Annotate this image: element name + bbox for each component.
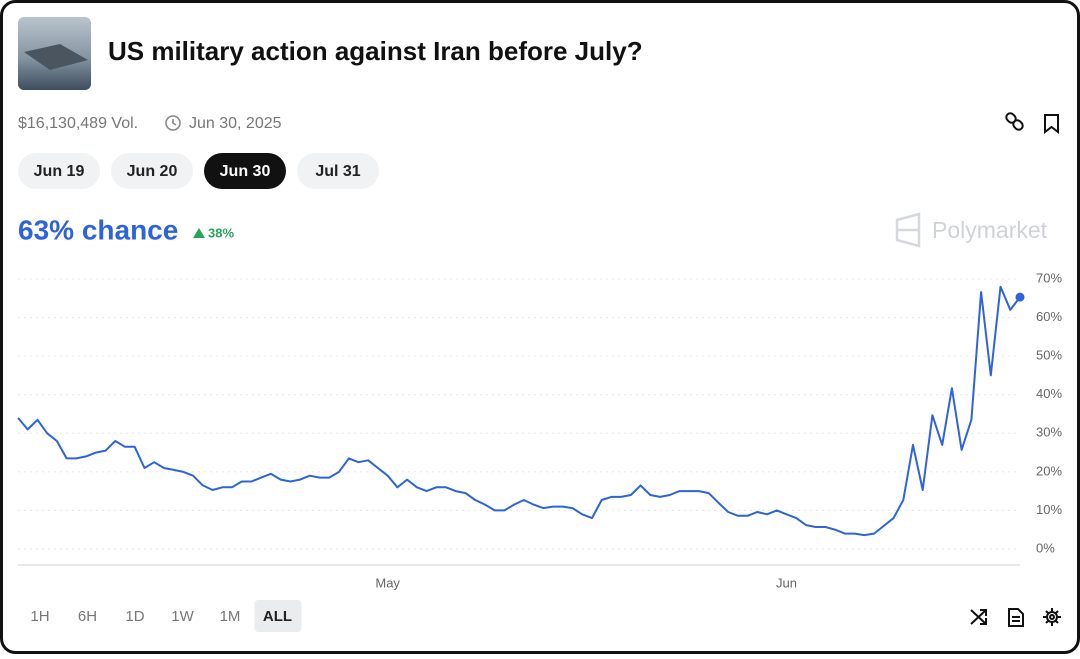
y-tick-label: 40% — [1036, 386, 1062, 401]
volume: $16,130,489 Vol. — [18, 115, 138, 132]
clock-icon — [165, 115, 181, 131]
date-tab[interactable] — [18, 153, 100, 189]
up-arrow — [193, 228, 205, 238]
date-tab-label[interactable]: Jun 19 — [34, 163, 85, 180]
x-tick-label: Jun — [776, 575, 797, 590]
y-tick-label: 50% — [1036, 348, 1062, 363]
date-tab-label[interactable]: Jun 30 — [220, 163, 271, 180]
date-tab-label[interactable]: Jun 20 — [127, 163, 178, 180]
change: 38% — [208, 225, 234, 240]
y-tick-label: 10% — [1036, 502, 1062, 517]
y-tick-label: 0% — [1036, 540, 1055, 555]
range-button[interactable]: 1W — [171, 608, 194, 625]
chance: 63% chance — [18, 214, 178, 245]
end-date: Jun 30, 2025 — [189, 115, 282, 132]
settings-icon[interactable] — [1043, 608, 1061, 626]
range-button[interactable]: 1M — [220, 608, 241, 625]
x-tick-label: May — [375, 575, 400, 590]
y-tick-label: 60% — [1036, 309, 1062, 324]
range-button[interactable]: ALL — [263, 608, 292, 625]
y-tick-label: 20% — [1036, 463, 1062, 478]
brand-logo — [895, 212, 921, 248]
range-button-bg[interactable] — [254, 600, 302, 632]
date-tab[interactable] — [111, 153, 193, 189]
y-tick-label: 70% — [1036, 270, 1062, 285]
date-tab-label[interactable]: Jul 31 — [315, 163, 360, 180]
date-tab[interactable] — [204, 153, 286, 189]
link-icon[interactable] — [1005, 112, 1025, 132]
market-title: US military action against Iran before J… — [108, 36, 643, 66]
range-button[interactable]: 1D — [125, 608, 144, 625]
price-line — [17, 285, 1021, 537]
bookmark-icon[interactable] — [1044, 114, 1059, 135]
last-point — [1015, 292, 1025, 302]
ship-shape — [24, 44, 88, 70]
date-tab[interactable] — [297, 153, 379, 189]
y-tick-label: 30% — [1036, 425, 1062, 440]
range-button[interactable]: 1H — [30, 608, 49, 625]
brand: Polymarket — [932, 217, 1048, 243]
doc-icon[interactable] — [1008, 608, 1024, 627]
shuffle-icon[interactable] — [970, 609, 987, 625]
range-button[interactable]: 6H — [78, 608, 97, 625]
